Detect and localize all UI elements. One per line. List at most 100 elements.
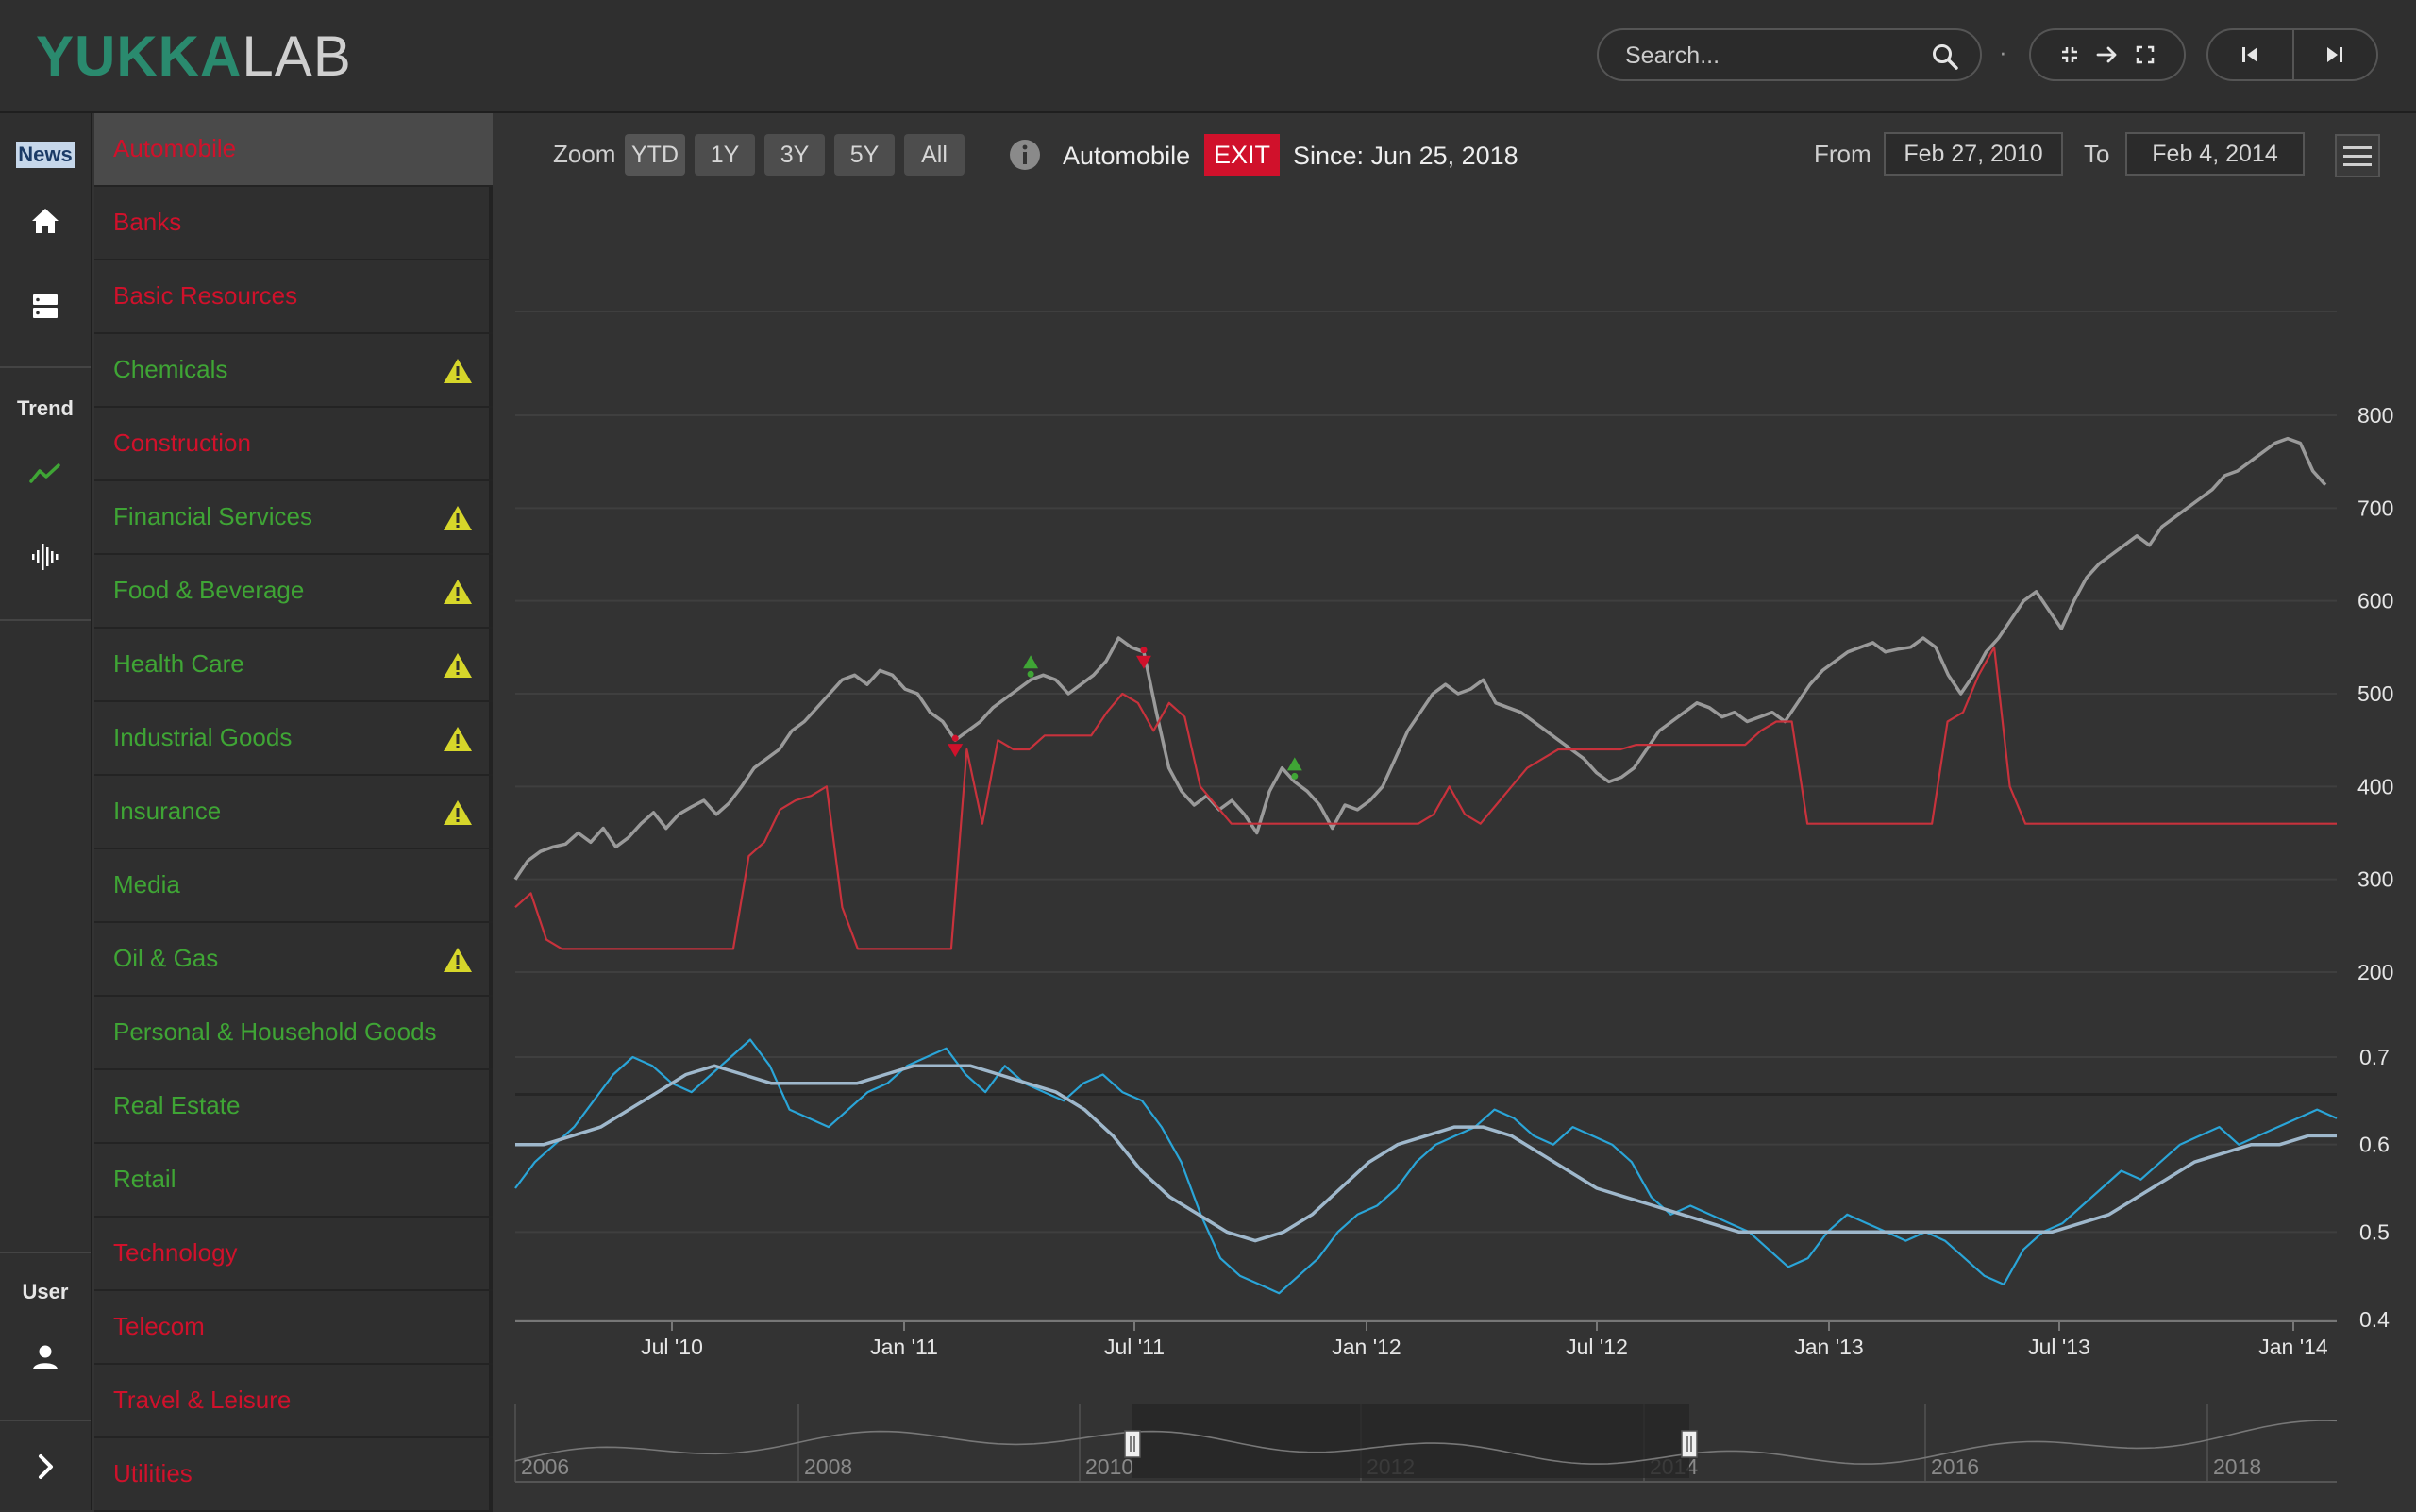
home-icon[interactable] [28,204,62,238]
zoom-ytd-button[interactable]: YTD [625,134,685,176]
sector-item[interactable]: Real Estate [94,1070,493,1144]
instrument-name: Automobile [1063,142,1191,170]
warning-icon [444,580,472,604]
separator: · [1999,38,2007,66]
sell-arrow-icon [1135,655,1151,669]
y-tick-label: 300 [2357,867,2393,892]
sector-item[interactable]: Industrial Goods [94,702,493,776]
sector-item[interactable]: Insurance [94,776,493,849]
sector-name: Oil & Gas [113,944,219,972]
trend-line-icon[interactable] [28,457,62,491]
news-tag: News [16,142,75,168]
search-icon[interactable] [1931,42,1959,71]
sector-item[interactable]: Personal & Household Goods [94,997,493,1070]
info-icon[interactable] [1008,138,1042,172]
x-tick-label: Jan '12 [1332,1335,1401,1359]
y-tick-label: 700 [2357,496,2393,520]
buy-arrow-icon [1286,757,1302,771]
price-chart[interactable]: 200 300 400 500 600 700 800 0.4 0.5 0.6 0.7 Jul '10… [495,227,2416,1510]
x-tick-label: Jul '11 [1104,1335,1165,1359]
y-tick-label: 0.5 [2359,1219,2390,1244]
sector-name: Health Care [113,649,244,678]
sector-item[interactable]: Automobile [94,113,493,187]
sell-marker [1135,647,1151,669]
sector-name: Travel & Leisure [113,1386,292,1414]
sector-item[interactable]: Media [94,849,493,923]
sector-item[interactable]: Banks [94,187,493,260]
x-tick-label: Jan '14 [2258,1335,2328,1359]
sentiment-line [514,1038,2338,1295]
chevron-right-icon[interactable] [28,1450,62,1484]
buy-dot [1027,670,1034,678]
sector-name: Utilities [113,1459,193,1487]
x-tick-label: Jul '10 [641,1335,703,1359]
sector-item[interactable]: Financial Services [94,481,493,555]
waveform-icon[interactable] [28,540,62,574]
menu-bar [2343,154,2372,158]
navigator-tick-label: 2010 [1085,1454,1133,1479]
menu-bar [2343,145,2372,149]
chart-menu-button[interactable] [2335,134,2380,177]
warning-icon [444,359,472,383]
to-date-input[interactable]: Feb 4, 2014 [2125,132,2305,176]
sell-marker [948,734,964,758]
y-tick-label: 0.4 [2359,1307,2390,1332]
sector-item[interactable]: Utilities [94,1438,493,1512]
sector-item[interactable]: Telecom [94,1291,493,1365]
sell-dot [951,734,959,742]
from-label: From [1814,140,1871,168]
navigator-handle[interactable] [1124,1430,1141,1458]
navigator-tick-label: 2008 [804,1454,852,1479]
x-tick-label: Jul '13 [2028,1335,2090,1359]
sector-item[interactable]: Oil & Gas [94,923,493,997]
arrow-right-icon[interactable] [2096,45,2119,64]
sector-name: Media [113,870,180,899]
first-button[interactable] [2208,30,2292,79]
zoom-1y-button[interactable]: 1Y [695,134,755,176]
chart-panel: Zoom YTD 1Y 3Y 5Y All Automobile EXIT Si… [495,113,2416,1510]
price-line [513,436,2327,881]
signal-badge: EXIT [1204,134,1281,176]
skip-last-icon [2327,47,2343,62]
y-tick-label: 600 [2357,589,2393,613]
y-tick-label: 0.6 [2359,1133,2390,1157]
zoom-label: Zoom [553,140,616,168]
view-controls [2029,28,2186,81]
handle-grip [1681,1430,1698,1458]
sector-item[interactable]: Chemicals [94,334,493,408]
x-tick-label: Jan '11 [870,1335,938,1359]
sector-item[interactable]: Health Care [94,629,493,702]
sector-item[interactable]: Basic Resources [94,260,493,334]
collapse-icon[interactable] [2060,45,2079,64]
navigation-controls [2206,28,2378,81]
sector-item[interactable]: Retail [94,1144,493,1218]
sector-item[interactable]: Travel & Leisure [94,1365,493,1438]
sector-name: Industrial Goods [113,723,293,751]
rail-trend-label: Trend [17,396,74,420]
logo-part1: YUKKA [36,25,243,88]
warning-icon [444,800,472,825]
user-icon[interactable] [28,1340,62,1374]
from-date-input[interactable]: Feb 27, 2010 [1884,132,2063,176]
y-tick-label: 200 [2357,960,2393,984]
sector-name: Automobile [113,134,237,162]
sector-name: Personal & Household Goods [113,1017,437,1046]
icon-rail: News Trend User [0,113,92,1510]
last-button[interactable] [2291,30,2376,79]
sector-item[interactable]: Food & Beverage [94,555,493,629]
sector-item[interactable]: Technology [94,1218,493,1291]
navigator-handle[interactable] [1681,1430,1698,1458]
search-input[interactable] [1625,40,1908,72]
y-tick-label: 400 [2357,774,2393,798]
y-tick-label: 800 [2357,403,2393,428]
zoom-all-button[interactable]: All [904,134,965,176]
zoom-3y-button[interactable]: 3Y [764,134,825,176]
sector-item[interactable]: Construction [94,408,493,481]
rail-news-label[interactable]: News [0,142,91,168]
sector-name: Technology [113,1238,238,1267]
logo[interactable]: YUKKALAB [36,26,352,87]
server-icon[interactable] [28,289,62,323]
fullscreen-icon[interactable] [2136,45,2155,64]
warning-icon [444,653,472,678]
zoom-5y-button[interactable]: 5Y [834,134,895,176]
